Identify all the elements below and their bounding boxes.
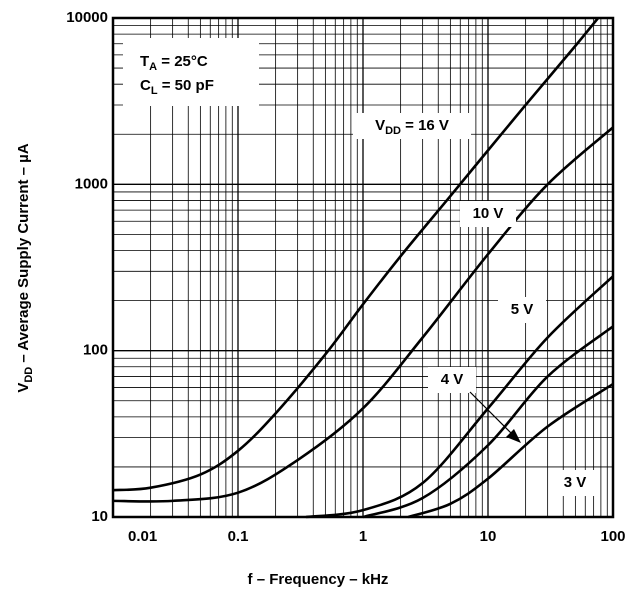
- x-axis-label: f – Frequency – kHz: [248, 571, 389, 588]
- label-background: [498, 297, 546, 323]
- x-tick-label: 1: [359, 528, 367, 545]
- x-tick-label: 0.1: [228, 528, 249, 545]
- series-label: 4 V: [441, 371, 464, 388]
- label-background: [460, 201, 516, 227]
- series-line: [362, 325, 614, 519]
- series-line: [112, 17, 600, 492]
- label-background: [551, 470, 599, 496]
- y-tick-label: 10: [91, 508, 108, 525]
- arrow-line: [469, 391, 515, 437]
- series-line: [305, 275, 614, 519]
- annotation-box: [123, 38, 259, 106]
- series-line: [112, 126, 614, 503]
- series-label: 3 V: [564, 474, 587, 491]
- label-background: [353, 113, 471, 139]
- arrow-head: [506, 429, 521, 443]
- annotation: TA = 25°C: [140, 53, 208, 73]
- x-tick-label: 10: [480, 528, 497, 545]
- series-line: [407, 382, 614, 519]
- x-tick-label: 0.01: [128, 528, 157, 545]
- y-axis-label: VDD – Average Supply Current – µA: [15, 143, 35, 392]
- y-tick-label: 1000: [75, 175, 108, 192]
- label-background: [428, 367, 476, 393]
- series-label: 10 V: [473, 205, 504, 222]
- series-label: 5 V: [511, 301, 534, 318]
- annotation: CL = 50 pF: [140, 77, 214, 97]
- y-tick-label: 100: [83, 342, 108, 359]
- x-tick-label: 100: [600, 528, 625, 545]
- series-label: VDD = 16 V: [375, 117, 449, 137]
- y-tick-label: 10000: [66, 9, 108, 26]
